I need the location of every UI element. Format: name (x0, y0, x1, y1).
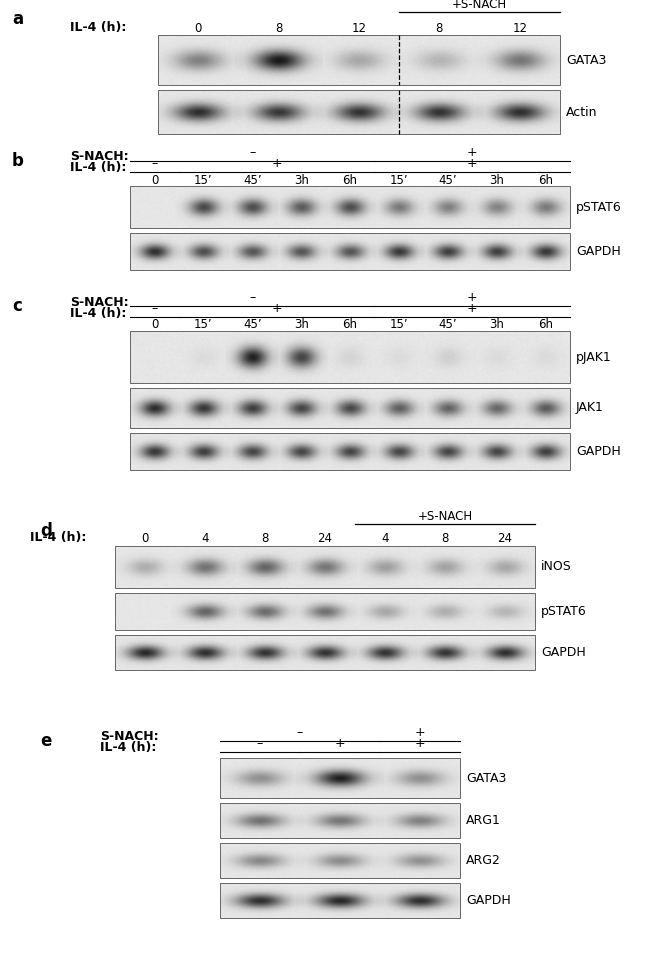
Bar (220, 803, 460, 838)
Text: GATA3: GATA3 (466, 772, 506, 785)
Text: +S-NACH: +S-NACH (417, 510, 473, 523)
Text: 6h: 6h (343, 174, 358, 187)
Bar (115, 635, 535, 670)
Text: pSTAT6: pSTAT6 (541, 605, 587, 618)
Text: +S-NACH: +S-NACH (452, 0, 507, 11)
Text: IL-4 (h):: IL-4 (h): (30, 531, 86, 544)
Text: S-NACH:: S-NACH: (70, 295, 129, 309)
Text: 12: 12 (352, 21, 367, 34)
Text: 4: 4 (202, 531, 209, 544)
Text: GAPDH: GAPDH (541, 646, 586, 659)
Text: 45’: 45’ (243, 174, 261, 187)
Text: –: – (297, 726, 303, 739)
Text: GAPDH: GAPDH (576, 445, 621, 458)
Text: –: – (151, 157, 157, 170)
Text: 45’: 45’ (439, 319, 457, 331)
Text: 45’: 45’ (439, 174, 457, 187)
Text: Actin: Actin (566, 106, 597, 118)
Bar (130, 331, 570, 383)
Text: 15’: 15’ (389, 319, 408, 331)
Text: IL-4 (h):: IL-4 (h): (100, 742, 157, 754)
Text: 8: 8 (436, 21, 443, 34)
Text: +: + (271, 157, 282, 170)
Text: –: – (257, 737, 263, 750)
Text: 15’: 15’ (194, 174, 213, 187)
Bar (115, 593, 535, 630)
Text: e: e (40, 732, 51, 750)
Text: IL-4 (h):: IL-4 (h): (70, 307, 126, 319)
Bar (158, 35, 560, 85)
Text: c: c (12, 297, 22, 315)
Text: 8: 8 (261, 531, 268, 544)
Bar (130, 233, 570, 270)
Text: 12: 12 (512, 21, 527, 34)
Text: +: + (271, 302, 282, 315)
Text: 6h: 6h (538, 319, 553, 331)
Text: 6h: 6h (343, 319, 358, 331)
Bar (115, 546, 535, 588)
Text: 15’: 15’ (389, 174, 408, 187)
Text: 3h: 3h (489, 174, 504, 187)
Text: 0: 0 (151, 319, 158, 331)
Text: 3h: 3h (294, 319, 309, 331)
Text: 6h: 6h (538, 174, 553, 187)
Bar (130, 433, 570, 470)
Bar (130, 388, 570, 428)
Text: 0: 0 (151, 174, 158, 187)
Text: +: + (467, 291, 478, 304)
Text: pJAK1: pJAK1 (576, 351, 612, 363)
Text: GAPDH: GAPDH (466, 894, 511, 907)
Text: 45’: 45’ (243, 319, 261, 331)
Text: ARG1: ARG1 (466, 814, 501, 827)
Text: +: + (415, 737, 425, 750)
Text: a: a (12, 10, 23, 28)
Bar (130, 186, 570, 228)
Text: iNOS: iNOS (541, 561, 572, 573)
Text: 24: 24 (317, 531, 333, 544)
Text: ARG2: ARG2 (466, 854, 501, 867)
Text: S-NACH:: S-NACH: (70, 150, 129, 163)
Text: –: – (249, 146, 255, 159)
Text: S-NACH:: S-NACH: (100, 731, 159, 743)
Text: 4: 4 (382, 531, 389, 544)
Text: JAK1: JAK1 (576, 402, 604, 414)
Text: IL-4 (h):: IL-4 (h): (70, 161, 126, 175)
Text: 3h: 3h (489, 319, 504, 331)
Text: +: + (467, 157, 478, 170)
Text: +: + (415, 726, 425, 739)
Text: IL-4 (h):: IL-4 (h): (70, 21, 126, 34)
Text: –: – (151, 302, 157, 315)
Text: +: + (467, 302, 478, 315)
Bar (220, 843, 460, 878)
Bar (158, 90, 560, 134)
Text: 15’: 15’ (194, 319, 213, 331)
Text: 8: 8 (275, 21, 282, 34)
Text: 3h: 3h (294, 174, 309, 187)
Text: +: + (467, 146, 478, 159)
Text: pSTAT6: pSTAT6 (576, 200, 622, 214)
Text: 8: 8 (441, 531, 448, 544)
Bar (220, 883, 460, 918)
Text: 24: 24 (497, 531, 512, 544)
Bar (220, 758, 460, 798)
Text: GATA3: GATA3 (566, 54, 606, 66)
Text: GAPDH: GAPDH (576, 245, 621, 258)
Text: b: b (12, 152, 24, 170)
Text: 0: 0 (194, 21, 202, 34)
Text: 0: 0 (141, 531, 149, 544)
Text: +: + (335, 737, 345, 750)
Text: –: – (249, 291, 255, 304)
Text: d: d (40, 522, 52, 540)
